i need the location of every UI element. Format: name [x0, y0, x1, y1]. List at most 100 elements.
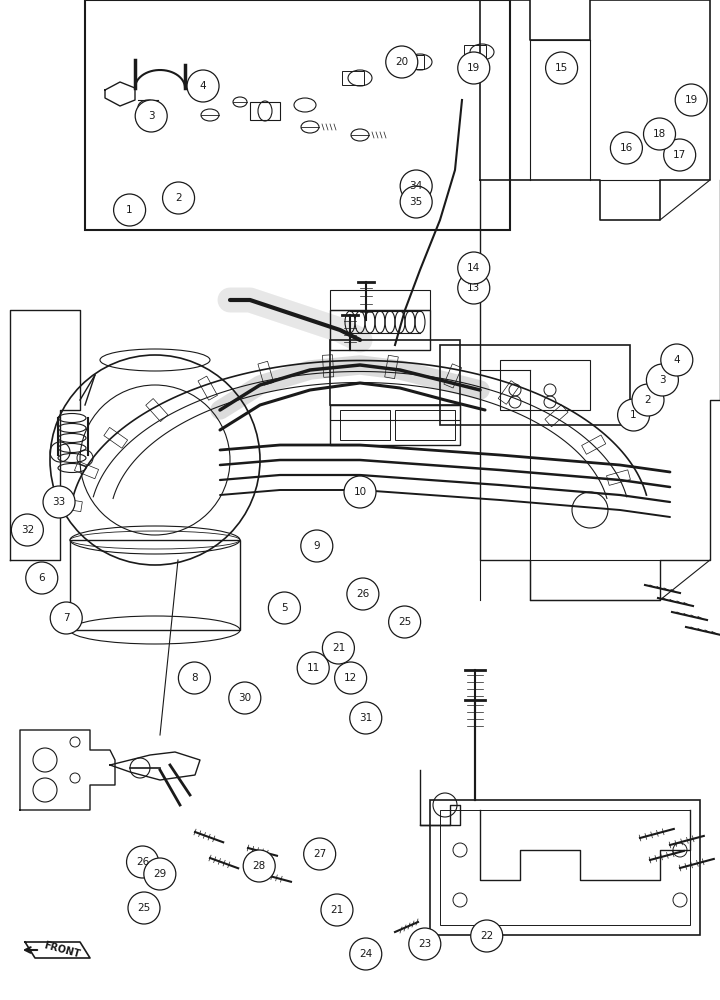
Bar — [74, 461, 99, 479]
Text: 13: 13 — [467, 283, 480, 293]
Circle shape — [664, 139, 696, 171]
Circle shape — [458, 252, 490, 284]
Bar — [342, 71, 364, 85]
Bar — [340, 410, 390, 440]
Text: 23: 23 — [418, 939, 431, 949]
Bar — [59, 498, 82, 512]
Text: 25: 25 — [398, 617, 411, 627]
Bar — [323, 355, 334, 377]
Circle shape — [386, 46, 418, 78]
Circle shape — [187, 70, 219, 102]
Text: 19: 19 — [685, 95, 698, 105]
Bar — [395, 410, 455, 440]
Circle shape — [128, 892, 160, 924]
Bar — [402, 55, 424, 69]
Bar — [440, 810, 690, 925]
Bar — [545, 405, 568, 427]
Bar — [145, 399, 168, 422]
Circle shape — [269, 592, 300, 624]
Bar — [430, 800, 700, 935]
Text: 12: 12 — [344, 673, 357, 683]
Bar — [198, 376, 217, 400]
Text: 30: 30 — [238, 693, 251, 703]
Text: 26: 26 — [136, 857, 149, 867]
Text: 28: 28 — [253, 861, 266, 871]
Text: 6: 6 — [38, 573, 45, 583]
Bar — [498, 381, 519, 404]
Circle shape — [43, 486, 75, 518]
Bar — [330, 340, 460, 405]
Text: 7: 7 — [63, 613, 70, 623]
Circle shape — [458, 52, 490, 84]
Circle shape — [661, 344, 693, 376]
Circle shape — [632, 384, 664, 416]
Circle shape — [144, 858, 176, 890]
Text: 9: 9 — [313, 541, 320, 551]
Text: 2: 2 — [644, 395, 652, 405]
Text: 32: 32 — [21, 525, 34, 535]
Circle shape — [400, 170, 432, 202]
Bar — [330, 290, 430, 310]
Bar — [464, 45, 486, 59]
Circle shape — [611, 132, 642, 164]
Circle shape — [26, 562, 58, 594]
Text: 3: 3 — [659, 375, 666, 385]
Text: 1: 1 — [630, 410, 637, 420]
Text: 2: 2 — [175, 193, 182, 203]
Text: 17: 17 — [673, 150, 686, 160]
Text: 4: 4 — [199, 81, 207, 91]
Text: 4: 4 — [673, 355, 680, 365]
Bar — [250, 102, 280, 120]
Bar — [330, 405, 460, 420]
Circle shape — [350, 938, 382, 970]
Bar — [70, 540, 240, 630]
Bar — [440, 345, 630, 425]
Circle shape — [400, 186, 432, 218]
Text: 27: 27 — [313, 849, 326, 859]
Text: 35: 35 — [410, 197, 423, 207]
Circle shape — [675, 84, 707, 116]
Text: 21: 21 — [330, 905, 343, 915]
Text: 15: 15 — [555, 63, 568, 73]
Bar — [582, 435, 606, 454]
Circle shape — [50, 602, 82, 634]
Text: 24: 24 — [359, 949, 372, 959]
Text: 33: 33 — [53, 497, 66, 507]
Bar — [330, 310, 430, 350]
Circle shape — [389, 606, 420, 638]
Text: 5: 5 — [281, 603, 288, 613]
Circle shape — [471, 920, 503, 952]
Bar — [258, 361, 274, 385]
Circle shape — [546, 52, 577, 84]
Circle shape — [344, 476, 376, 508]
Circle shape — [321, 894, 353, 926]
Text: 1: 1 — [126, 205, 133, 215]
Text: 26: 26 — [356, 589, 369, 599]
Circle shape — [409, 928, 441, 960]
Text: 8: 8 — [191, 673, 198, 683]
Text: 19: 19 — [467, 63, 480, 73]
Bar — [606, 470, 631, 485]
Circle shape — [135, 100, 167, 132]
Circle shape — [229, 682, 261, 714]
Text: 10: 10 — [354, 487, 366, 497]
Text: 20: 20 — [395, 57, 408, 67]
Bar — [444, 364, 462, 388]
Circle shape — [243, 850, 275, 882]
Text: FRONT: FRONT — [42, 940, 81, 960]
Circle shape — [114, 194, 145, 226]
Text: 14: 14 — [467, 263, 480, 273]
Text: 21: 21 — [332, 643, 345, 653]
Text: 3: 3 — [148, 111, 155, 121]
Circle shape — [323, 632, 354, 664]
Circle shape — [12, 514, 43, 546]
Text: 34: 34 — [410, 181, 423, 191]
Bar — [500, 360, 590, 410]
Circle shape — [179, 662, 210, 694]
Circle shape — [350, 702, 382, 734]
Circle shape — [347, 578, 379, 610]
Circle shape — [127, 846, 158, 878]
Circle shape — [458, 272, 490, 304]
Text: 25: 25 — [138, 903, 150, 913]
Circle shape — [644, 118, 675, 150]
